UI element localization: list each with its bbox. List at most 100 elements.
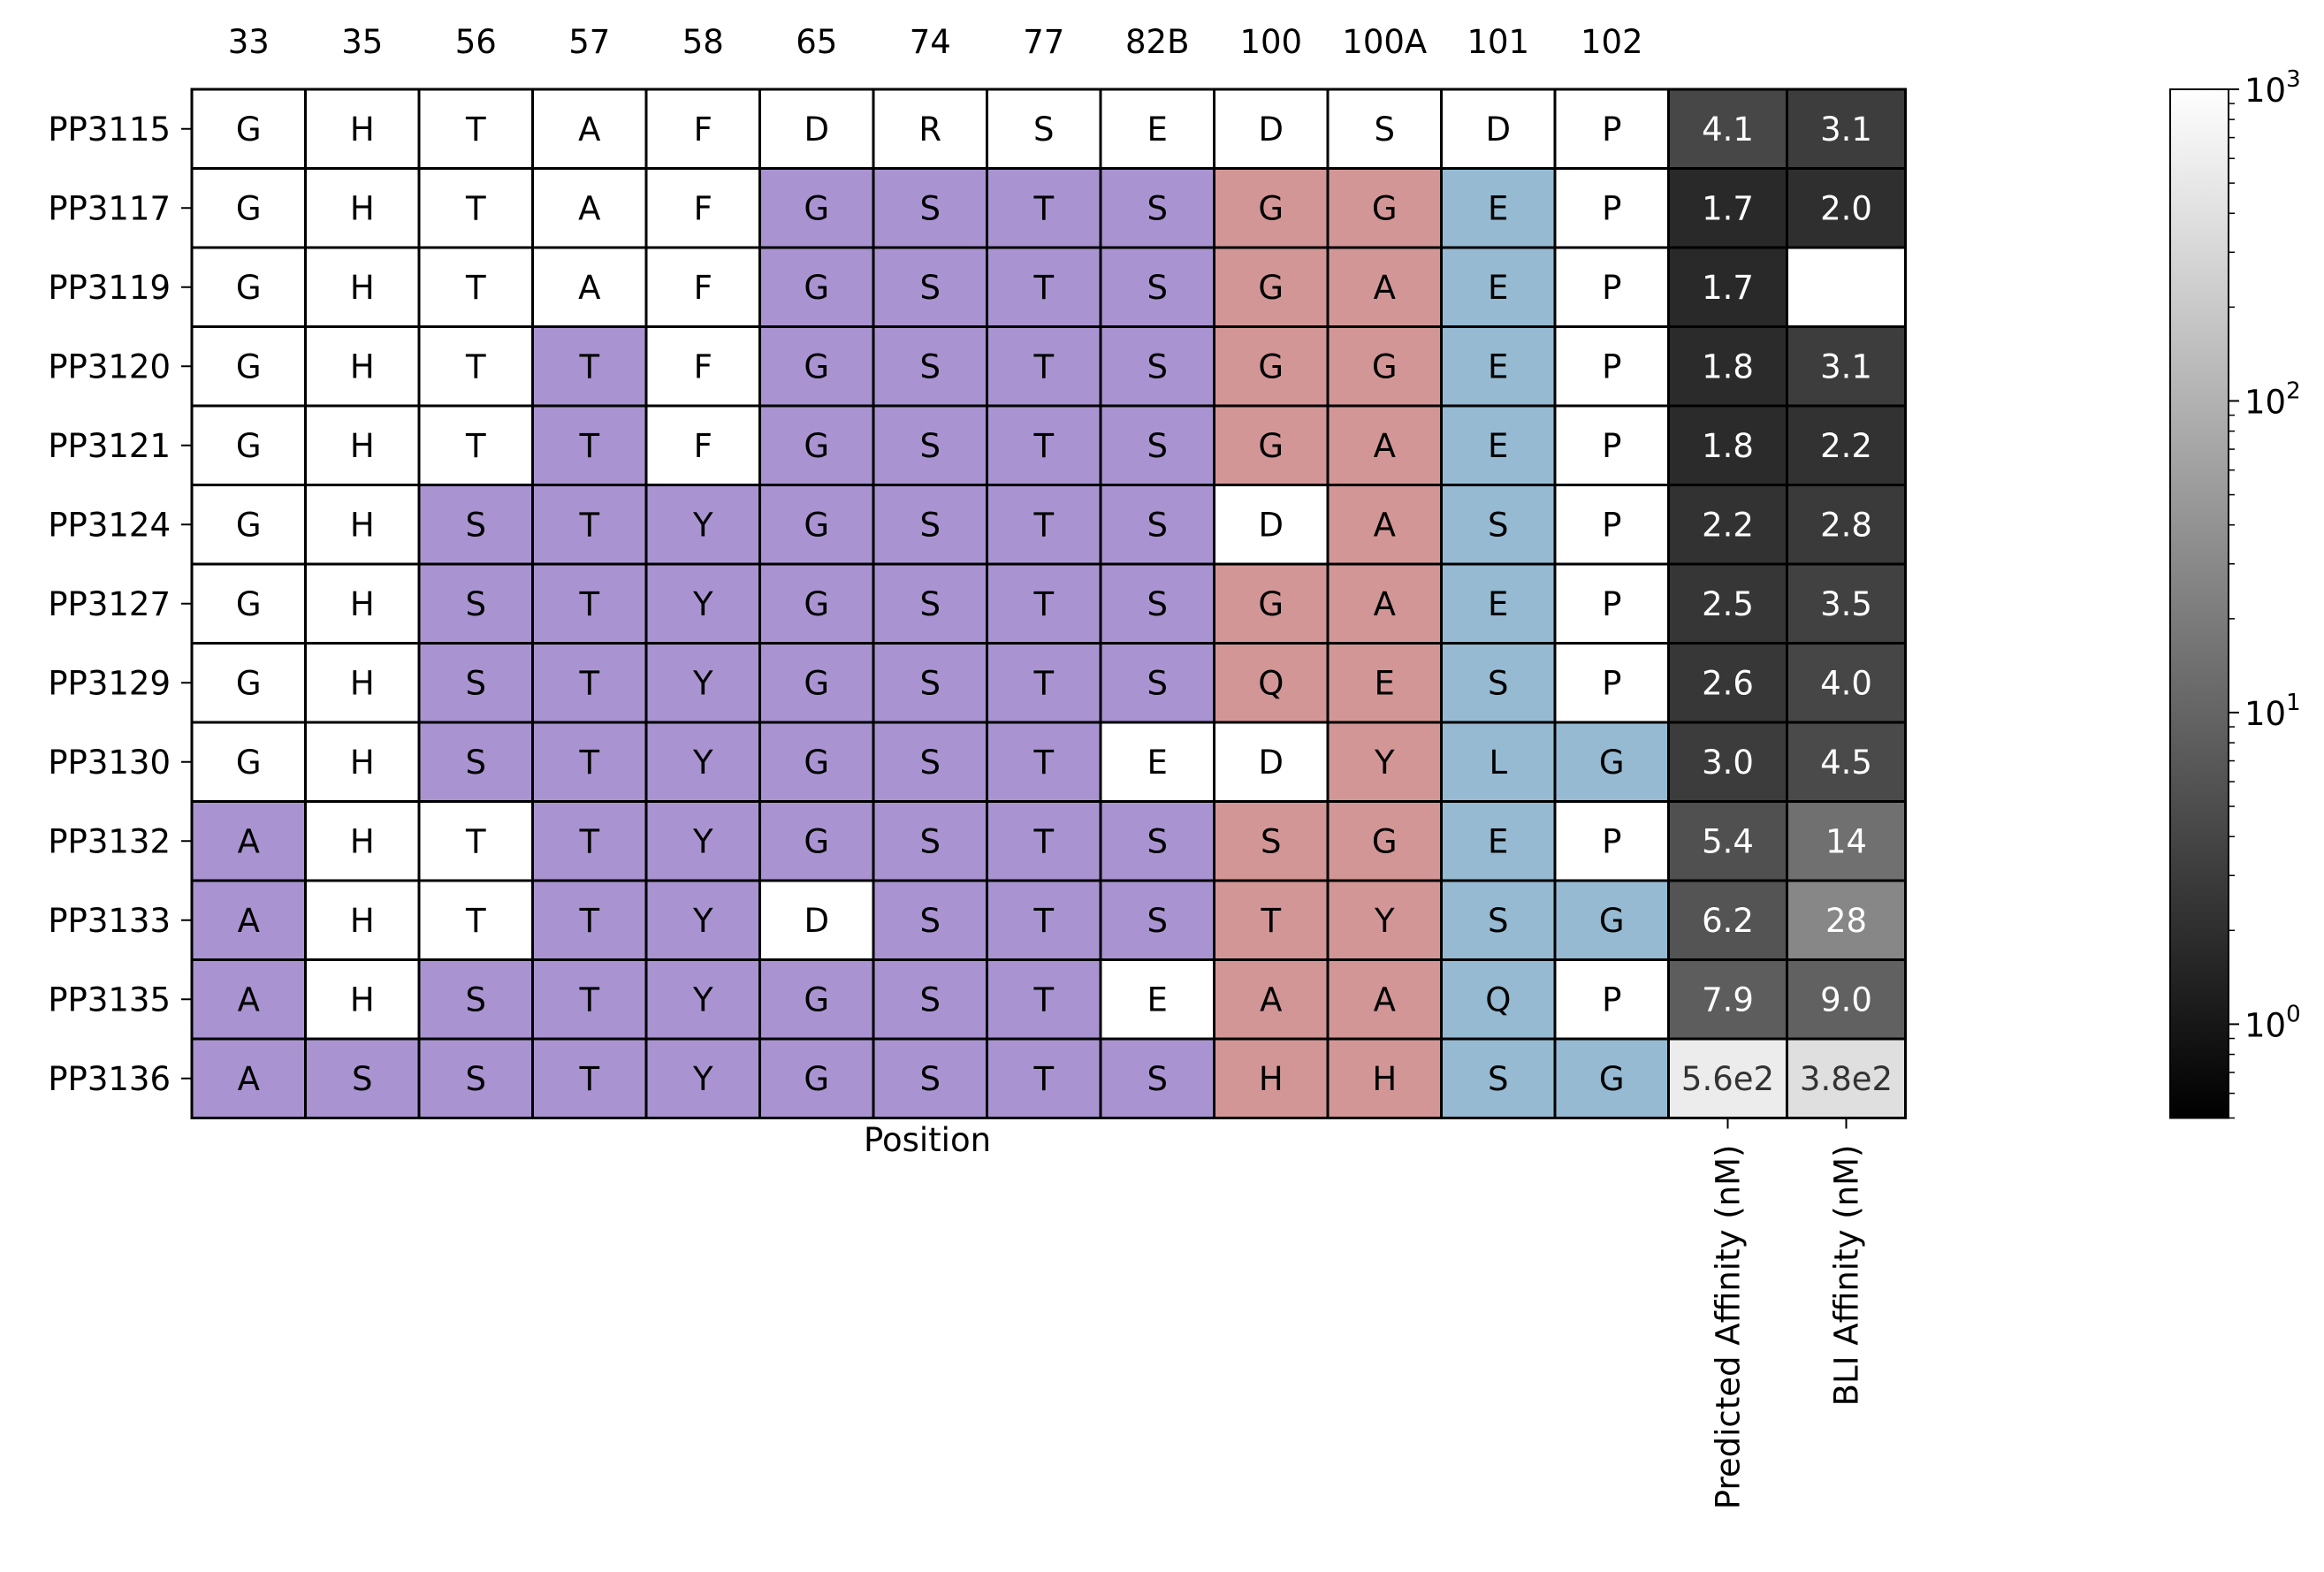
position-label: 33	[228, 23, 270, 61]
residue-label: Y	[692, 744, 713, 782]
residue-cell	[417, 800, 534, 882]
residue-cell	[190, 879, 307, 961]
residue-cell	[417, 562, 534, 645]
row-label: PP3119	[48, 269, 171, 307]
residue-cell	[417, 325, 534, 408]
residue-cell	[644, 88, 761, 170]
residue-label: S	[352, 1060, 373, 1098]
residue-label: A	[578, 111, 600, 149]
residue-cell	[1213, 642, 1330, 724]
affinity-cell	[1667, 484, 1788, 566]
residue-cell	[1099, 800, 1215, 882]
colorbar-tick-label: 101	[2244, 690, 2301, 733]
residue-label: A	[1374, 585, 1396, 623]
residue-cell	[1440, 800, 1557, 882]
residue-label: T	[578, 347, 599, 385]
residue-cell	[986, 484, 1102, 566]
row-label: PP3115	[48, 111, 171, 149]
residue-label: S	[1147, 506, 1169, 544]
residue-label: F	[694, 347, 712, 385]
row-label: PP3133	[48, 902, 171, 940]
affinity-value-label: 2.6	[1702, 664, 1754, 702]
residue-label: G	[804, 189, 829, 227]
residue-cell	[758, 800, 875, 882]
residue-cell	[531, 484, 648, 566]
affinity-value-label: 3.1	[1820, 111, 1872, 149]
residue-label: L	[1489, 744, 1507, 782]
residue-label: S	[920, 902, 941, 940]
residue-label: S	[1375, 111, 1396, 149]
residue-label: S	[1261, 822, 1282, 860]
affinity-value-label: 4.1	[1702, 111, 1754, 149]
residue-label: A	[238, 1060, 260, 1098]
residue-label: P	[1602, 506, 1621, 544]
residue-cell	[1326, 404, 1443, 486]
affinity-value-label: 5.6e2	[1681, 1060, 1774, 1098]
residue-cell	[644, 879, 761, 961]
affinity-cell	[1667, 325, 1788, 408]
residue-cell	[872, 1037, 988, 1119]
residue-cell	[1440, 167, 1557, 249]
residue-label: G	[236, 189, 262, 227]
row-label: PP3130	[48, 744, 171, 782]
residue-label: T	[1032, 427, 1054, 465]
residue-label: F	[694, 269, 712, 307]
affinity-value-label: 3.0	[1702, 744, 1754, 782]
residue-label: T	[1032, 744, 1054, 782]
residue-cell	[1326, 484, 1443, 566]
residue-cell	[190, 484, 307, 566]
position-label: 77	[1023, 23, 1064, 61]
residue-label: G	[804, 744, 829, 782]
residue-cell	[417, 167, 534, 249]
residue-label: G	[804, 506, 829, 544]
residue-cell	[531, 642, 648, 724]
affinity-cell	[1667, 88, 1788, 170]
colorbar-tick-base: 10	[2244, 1006, 2286, 1044]
position-label: 74	[910, 23, 951, 61]
residue-label: S	[1147, 664, 1169, 702]
residue-cell	[872, 800, 988, 882]
residue-label: R	[918, 111, 941, 149]
residue-cell	[531, 958, 648, 1041]
affinity-value-label: 3.1	[1820, 347, 1872, 385]
residue-label: Y	[692, 664, 713, 702]
residue-label: S	[1488, 664, 1509, 702]
residue-cell	[872, 484, 988, 566]
residue-label: T	[578, 902, 599, 940]
residue-cell	[1440, 879, 1557, 961]
affinity-cell	[1786, 879, 1907, 961]
residue-label: Y	[692, 902, 713, 940]
residue-label: P	[1602, 269, 1621, 307]
colorbar-tick-label: 102	[2244, 378, 2301, 421]
residue-cell	[531, 167, 648, 249]
residue-label: G	[236, 269, 262, 307]
affinity-value-label: 9.0	[1820, 981, 1872, 1019]
residue-label: G	[1372, 347, 1398, 385]
residue-label: T	[1032, 902, 1054, 940]
residue-label: T	[1032, 189, 1054, 227]
residue-label: S	[920, 347, 941, 385]
residue-label: S	[1147, 822, 1169, 860]
residue-label: S	[920, 506, 941, 544]
residue-cell	[1099, 325, 1215, 408]
affinity-cell	[1667, 721, 1788, 803]
residue-label: T	[1032, 1060, 1054, 1098]
residue-label: S	[466, 664, 487, 702]
residue-label: H	[350, 822, 375, 860]
affinity-value-label: 2.8	[1820, 506, 1872, 544]
residue-cell	[1099, 484, 1215, 566]
residue-label: T	[578, 744, 599, 782]
residue-label: H	[350, 981, 375, 1019]
affinity-value-label: 2.2	[1820, 427, 1872, 465]
residue-cell	[644, 958, 761, 1041]
residue-cell	[417, 1037, 534, 1119]
residue-label: Y	[692, 585, 713, 623]
row-label: PP3121	[48, 427, 171, 465]
row-label: PP3136	[48, 1060, 171, 1098]
colorbar-gradient	[2169, 88, 2229, 1119]
affinity-value-label: 5.4	[1702, 822, 1754, 860]
residue-cell	[1553, 721, 1670, 803]
residue-label: S	[466, 981, 487, 1019]
residue-cell	[644, 484, 761, 566]
residue-label: S	[1147, 347, 1169, 385]
